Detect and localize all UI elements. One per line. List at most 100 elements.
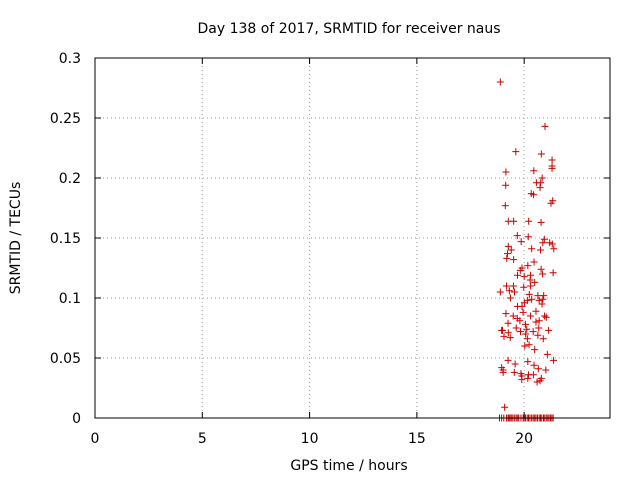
data-point — [539, 270, 547, 278]
data-point — [512, 148, 520, 156]
data-point — [517, 328, 525, 336]
data-point — [517, 370, 525, 378]
data-point — [532, 179, 540, 187]
data-point — [511, 360, 519, 368]
data-point — [519, 308, 527, 316]
data-point — [507, 246, 515, 254]
data-point — [504, 329, 512, 337]
data-point — [543, 350, 551, 358]
data-point — [520, 272, 528, 280]
data-point — [518, 302, 526, 310]
data-point — [537, 218, 545, 226]
data-point — [541, 312, 549, 320]
data-point — [524, 371, 532, 379]
data-point — [506, 334, 514, 342]
data-point — [499, 366, 507, 374]
data-point — [524, 374, 532, 382]
data-point — [528, 245, 536, 253]
chart-title: Day 138 of 2017, SRMTID for receiver nau… — [197, 21, 500, 37]
data-point — [520, 283, 528, 291]
y-tick-label: 0.1 — [59, 291, 81, 307]
data-point — [535, 317, 543, 325]
data-point — [500, 332, 508, 340]
data-point — [518, 376, 526, 384]
data-point — [512, 324, 520, 332]
data-point — [530, 258, 538, 266]
x-tick-label: 5 — [198, 431, 207, 447]
data-point — [518, 264, 526, 272]
y-tick-label: 0.15 — [50, 231, 81, 247]
data-point — [537, 150, 545, 158]
data-point — [546, 239, 554, 247]
data-point — [535, 296, 543, 304]
data-point — [537, 374, 545, 382]
y-tick-label: 0 — [72, 411, 81, 427]
y-tick-label: 0.25 — [50, 111, 81, 127]
data-point — [511, 288, 519, 296]
data-point — [502, 168, 510, 176]
data-point — [514, 271, 522, 279]
data-point — [502, 181, 510, 189]
data-point — [528, 295, 536, 303]
data-point — [524, 358, 532, 366]
data-point — [534, 331, 542, 339]
data-point — [502, 310, 510, 318]
data-point — [525, 341, 533, 349]
y-tick-label: 0.3 — [59, 51, 81, 67]
data-point — [537, 265, 545, 273]
data-point — [548, 156, 556, 164]
data-point — [550, 356, 558, 364]
y-tick-label: 0.2 — [59, 171, 81, 187]
data-point — [542, 366, 550, 374]
data-point — [538, 174, 546, 182]
data-point — [504, 242, 512, 250]
data-point — [532, 307, 540, 315]
data-point — [550, 245, 558, 253]
data-point — [536, 246, 544, 254]
data-point — [504, 217, 512, 225]
data-point — [504, 356, 512, 364]
data-point — [509, 312, 517, 320]
y-axis-label: SRMTID / TECUs — [8, 182, 24, 295]
data-point — [527, 282, 535, 290]
data-point — [525, 217, 533, 225]
data-point — [540, 292, 548, 300]
data-point — [549, 197, 557, 205]
data-point — [503, 250, 511, 258]
data-point — [531, 278, 539, 286]
x-axis-label: GPS time / hours — [290, 458, 407, 474]
data-point — [504, 319, 512, 327]
data-point — [523, 335, 531, 343]
data-point — [524, 262, 532, 270]
data-point — [525, 290, 533, 298]
x-tick-label: 15 — [408, 431, 426, 447]
data-point — [532, 318, 540, 326]
data-point — [540, 235, 548, 243]
data-point — [496, 288, 504, 296]
data-point — [524, 233, 532, 241]
data-point — [503, 254, 511, 262]
x-tick-label: 10 — [301, 431, 319, 447]
data-point — [539, 239, 547, 247]
data-point — [522, 330, 530, 338]
data-point — [521, 342, 529, 350]
data-point — [530, 191, 538, 199]
data-point — [517, 238, 525, 246]
data-point — [513, 232, 521, 240]
data-point — [498, 326, 506, 334]
data-point — [523, 296, 531, 304]
data-point — [521, 320, 529, 328]
x-tick-label: 20 — [515, 431, 533, 447]
data-point — [535, 324, 543, 332]
data-point — [503, 282, 511, 290]
y-tick-label: 0.05 — [50, 351, 81, 367]
data-point — [545, 326, 553, 334]
data-point — [509, 282, 517, 290]
grid-layer — [95, 58, 610, 418]
data-point — [516, 317, 524, 325]
data-point — [534, 365, 542, 373]
data-point — [530, 361, 538, 369]
data-point — [510, 368, 518, 376]
